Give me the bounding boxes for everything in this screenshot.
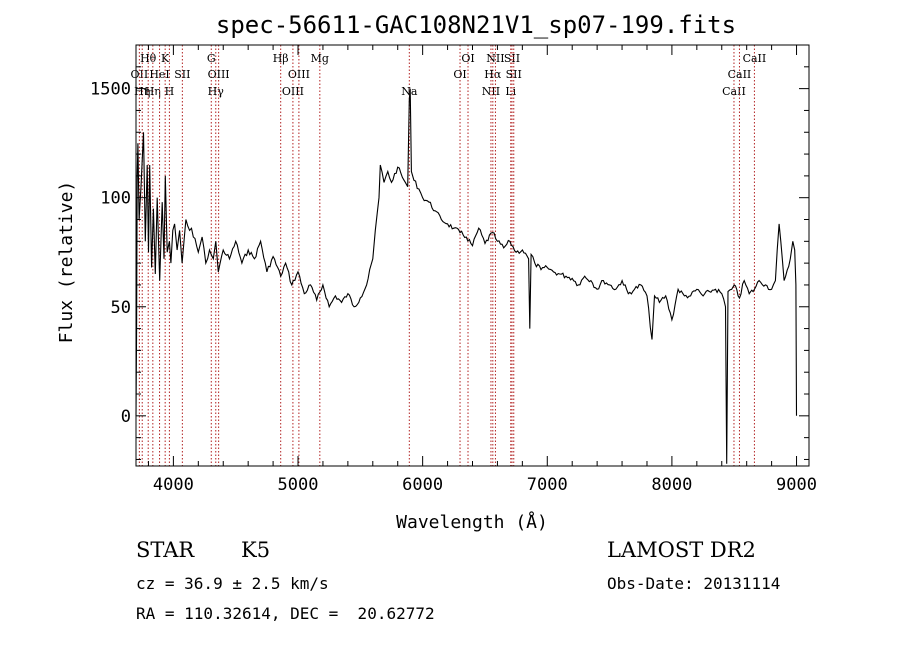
spectral-line-label: CaII <box>728 68 752 81</box>
spectral-line-label: Mg <box>311 52 329 65</box>
spectrum-line <box>135 88 798 464</box>
x-axis: 4000 5000 6000 7000 8000 9000 <box>147 45 817 495</box>
spectral-line-label: OII <box>131 68 149 81</box>
x-axis-label: Wavelength (Å) <box>396 511 548 533</box>
y-axis: 0 50 100 1500 <box>90 44 809 460</box>
spectral-line-label: G <box>207 52 216 65</box>
spectral-line-label: OIII <box>282 85 304 98</box>
x-tick-label: 5000 <box>278 475 319 495</box>
plot-frame <box>135 44 810 467</box>
spectral-line-label: HeI <box>149 68 169 81</box>
spectral-line-markers: OIIHηHθHηHeIKHSIIGHγOIIIHβOIIIOIIIMgNaOI… <box>131 45 767 466</box>
x-tick-label: 6000 <box>402 475 443 495</box>
x-tick-label: 9000 <box>776 475 817 495</box>
spectral-line-label: SII <box>506 68 522 81</box>
spectral-line-label: OIII <box>288 68 310 81</box>
x-tick-label: 7000 <box>527 475 568 495</box>
observation-date: Obs-Date: 20131114 <box>607 574 781 593</box>
spectral-line-label: NII <box>486 52 504 65</box>
y-tick-label: 0 <box>121 407 131 427</box>
y-tick-label: 100 <box>100 189 131 209</box>
spectral-line-label: H <box>165 85 175 98</box>
x-tick-label: 8000 <box>651 475 692 495</box>
spectral-line-label: CaII <box>722 85 746 98</box>
spectral-line-label: Hγ <box>208 85 225 98</box>
spectral-line-label: Hα <box>484 68 502 81</box>
spectral-line-label: Li <box>505 85 516 98</box>
y-tick-label: 1500 <box>90 80 131 100</box>
spectral-line-label: OIII <box>208 68 230 81</box>
spectral-line-label: Hη <box>145 85 161 98</box>
y-axis-label: Flux (relative) <box>56 181 77 344</box>
x-tick-label: 4000 <box>153 475 194 495</box>
spectral-line-label: Hθ <box>140 52 157 65</box>
survey-name: LAMOST DR2 <box>607 538 756 562</box>
spectral-line-label: Hβ <box>273 52 289 65</box>
spectral-line-label: K <box>161 52 170 65</box>
spectral-line-label: SII <box>174 68 190 81</box>
y-tick-label: 50 <box>111 298 131 318</box>
object-class: STAR <box>136 538 195 562</box>
spectral-line-label: CaII <box>743 52 767 65</box>
coordinates: RA = 110.32614, DEC = 20.62772 <box>136 604 435 623</box>
chart-title: spec-56611-GAC108N21V1_sp07-199.fits <box>216 11 736 39</box>
spectral-line-label: OI <box>461 52 474 65</box>
spectral-line-label: OI <box>453 68 466 81</box>
redshift-info: cz = 36.9 ± 2.5 km/s <box>136 574 329 593</box>
spectral-line-label: SII <box>504 52 520 65</box>
spectral-line-label: NII <box>482 85 500 98</box>
object-subclass: K5 <box>241 538 271 562</box>
